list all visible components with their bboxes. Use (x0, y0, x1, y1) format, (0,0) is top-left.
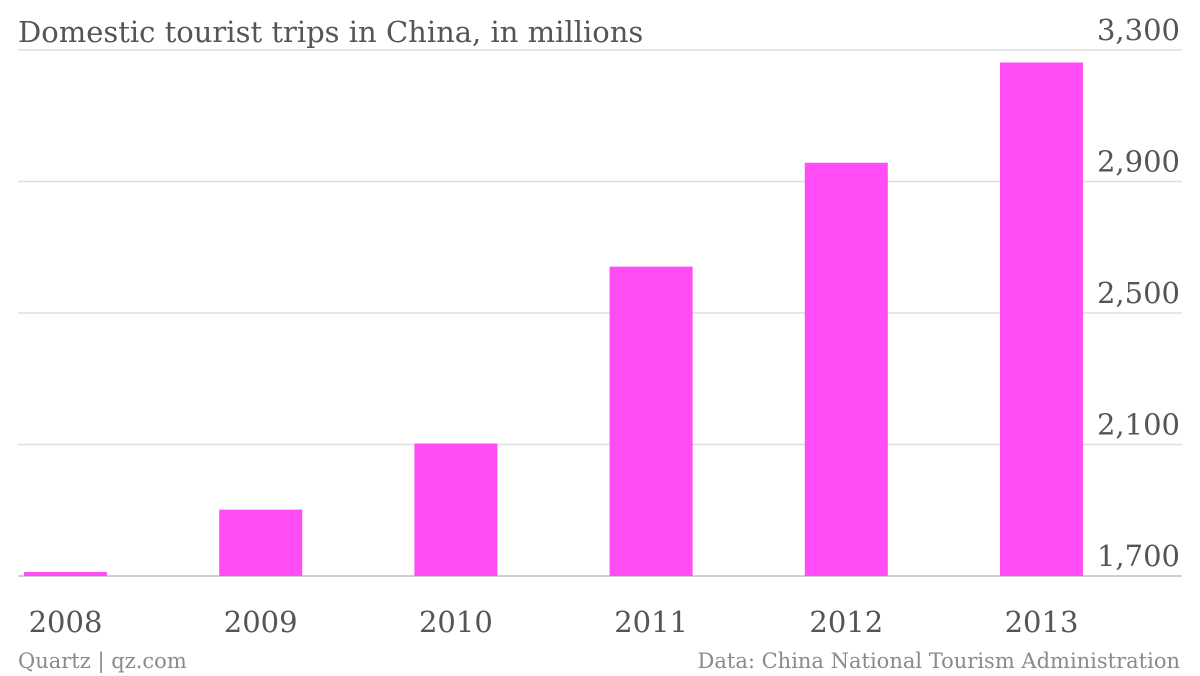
bar-2012 (804, 162, 888, 577)
y-tick-label: 1,700 (1097, 539, 1180, 573)
footer-source-left: Quartz | qz.com (18, 649, 187, 674)
y-tick-label: 2,900 (1097, 145, 1180, 179)
y-tick-label: 2,100 (1097, 408, 1180, 442)
bar-2013 (1000, 62, 1083, 577)
x-tick-label: 2009 (224, 605, 298, 639)
bar-2011 (609, 266, 693, 576)
bar-2010 (414, 443, 498, 576)
bar-2009 (219, 509, 303, 576)
footer-data-credit: Data: China National Tourism Administrat… (698, 649, 1180, 673)
bars (24, 62, 1083, 577)
y-tick-label: 3,300 (1097, 13, 1180, 47)
x-axis-ticks: 2008 2009 2010 2011 2012 2013 (29, 605, 1079, 639)
bar-2008 (24, 572, 107, 576)
x-tick-label: 2013 (1005, 605, 1079, 639)
y-tick-label: 2,500 (1097, 276, 1180, 310)
x-tick-label: 2011 (614, 605, 688, 639)
x-tick-label: 2010 (419, 605, 493, 639)
grid-lines (18, 49, 1182, 577)
x-tick-label: 2012 (809, 605, 883, 639)
y-axis-ticks: 1,700 2,100 2,500 2,900 3,300 (1097, 13, 1180, 573)
chart-title: Domestic tourist trips in China, in mill… (18, 15, 643, 49)
x-tick-label: 2008 (29, 605, 103, 639)
